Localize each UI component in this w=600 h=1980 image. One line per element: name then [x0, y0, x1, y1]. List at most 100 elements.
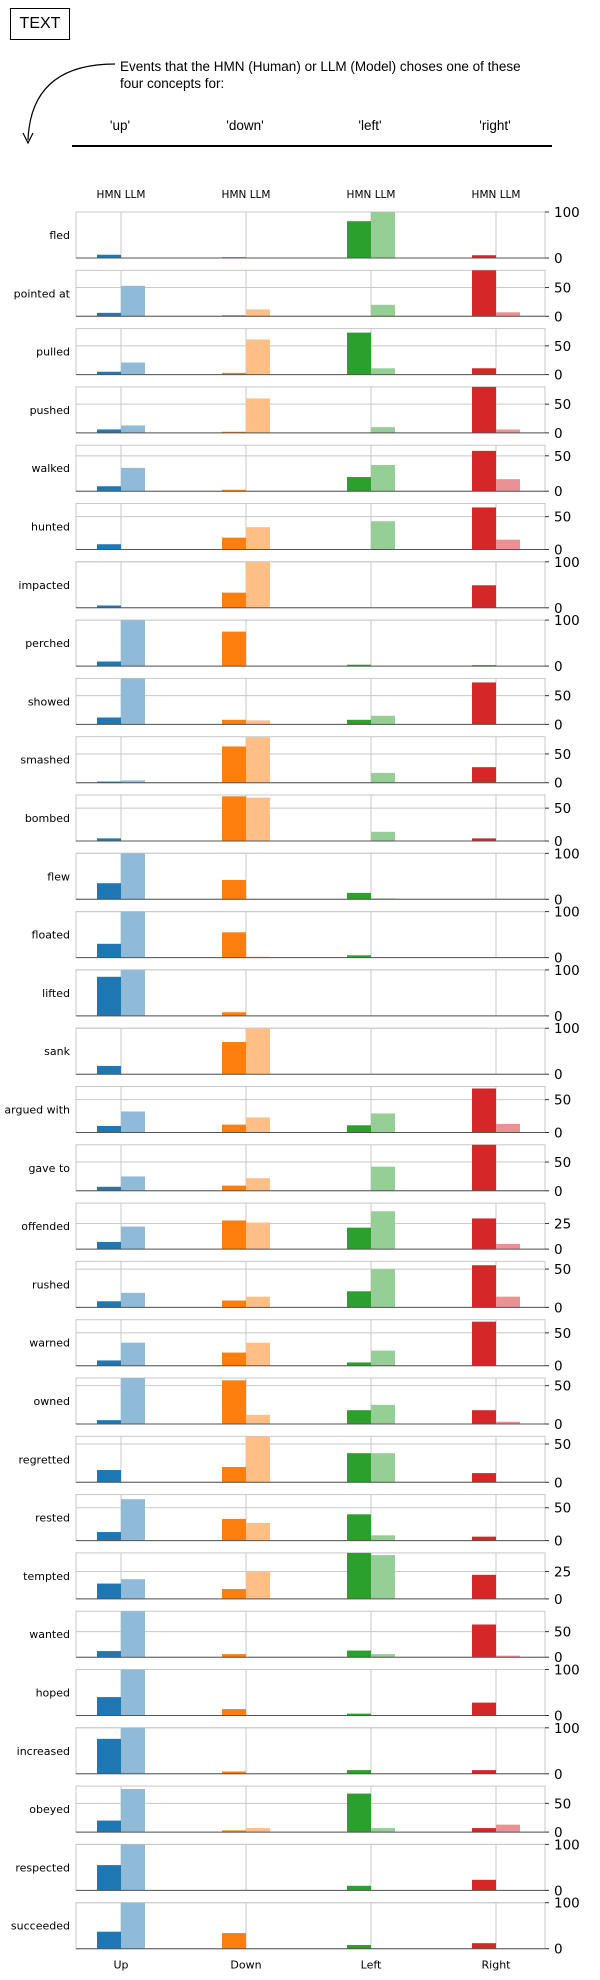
y-tick-label: 100	[554, 1721, 580, 1737]
y-tick-label: 50	[554, 1379, 571, 1395]
group-label-left: Left	[361, 1959, 382, 1972]
bar-offended-down-llm	[246, 1222, 270, 1250]
panel-frame	[75, 211, 546, 259]
bar-pointed-at-down-llm	[246, 309, 270, 317]
bar-pulled-up-hmn	[97, 371, 121, 375]
y-tick-label: 50	[554, 747, 571, 763]
bar-succeeded-down-hmn	[222, 1933, 246, 1949]
bar-pointed-at-right-llm	[496, 312, 520, 317]
bar-pulled-left-hmn	[347, 332, 371, 375]
panel-frame	[75, 969, 546, 1017]
bar-hoped-right-hmn	[472, 1702, 496, 1716]
bar-tempted-right-hmn	[472, 1574, 496, 1599]
bar-argued-with-right-hmn	[472, 1088, 496, 1133]
bar-warned-up-hmn	[97, 1360, 121, 1366]
bar-pushed-left-llm	[371, 427, 395, 433]
bar-impacted-right-hmn	[472, 585, 496, 608]
y-tick-label: 25	[554, 1217, 571, 1233]
bar-walked-right-llm	[496, 479, 520, 492]
row-label-bombed: bombed	[25, 812, 70, 825]
y-tick-label: 0	[554, 1009, 563, 1025]
panel-frame	[75, 1727, 546, 1775]
bar-sank-up-hmn	[97, 1065, 121, 1075]
y-tick-label: 50	[554, 281, 571, 297]
bar-tempted-up-llm	[121, 1579, 145, 1599]
y-tick-label: 100	[554, 905, 580, 921]
panel-frame	[75, 852, 546, 900]
bar-pushed-right-hmn	[472, 386, 496, 433]
y-tick-label: 0	[554, 368, 563, 384]
bar-argued-with-right-llm	[496, 1123, 520, 1133]
bar-tempted-up-hmn	[97, 1583, 121, 1599]
bar-offended-left-llm	[371, 1211, 395, 1250]
concept-left: 'left'	[358, 118, 382, 133]
y-tick-label: 0	[554, 717, 563, 733]
bar-increased-left-hmn	[347, 1770, 371, 1774]
bar-walked-left-hmn	[347, 477, 371, 492]
y-tick-label: 100	[554, 1021, 580, 1037]
bar-sank-down-llm	[246, 1028, 270, 1075]
bar-warned-left-llm	[371, 1350, 395, 1366]
row-label-showed: showed	[28, 695, 70, 708]
group-label-down: Down	[230, 1959, 261, 1972]
bar-rushed-down-hmn	[222, 1300, 246, 1308]
bar-floated-left-hmn	[347, 955, 371, 958]
panel-frame	[75, 1902, 546, 1950]
bar-gave-to-up-hmn	[97, 1186, 121, 1191]
bar-regretted-left-hmn	[347, 1453, 371, 1483]
bar-tempted-left-llm	[371, 1555, 395, 1599]
bar-pushed-up-hmn	[97, 429, 121, 433]
bar-rested-up-hmn	[97, 1532, 121, 1541]
y-tick-label: 0	[554, 601, 563, 617]
row-label-smashed: smashed	[20, 754, 70, 767]
y-tick-label: 0	[554, 892, 563, 908]
y-tick-label: 0	[554, 1825, 563, 1841]
y-tick-label: 0	[554, 1709, 563, 1725]
bar-hoped-down-hmn	[222, 1709, 246, 1716]
text-label-box: TEXT	[10, 8, 70, 40]
bar-obeyed-down-hmn	[222, 1830, 246, 1833]
bar-succeeded-up-llm	[121, 1902, 145, 1949]
row-label-walked: walked	[31, 462, 70, 475]
bar-regretted-right-hmn	[472, 1473, 496, 1483]
y-tick-label: 100	[554, 613, 580, 629]
bar-showed-down-hmn	[222, 719, 246, 725]
group-header-down: HMN LLM	[222, 189, 271, 201]
bar-rested-up-llm	[121, 1499, 145, 1541]
group-label-up: Up	[113, 1959, 128, 1972]
y-tick-label: 100	[554, 846, 580, 862]
y-tick-label: 0	[554, 1883, 563, 1899]
row-label-pushed: pushed	[30, 404, 70, 417]
bar-showed-left-hmn	[347, 719, 371, 725]
panel-frame	[75, 328, 546, 376]
bar-bombed-down-llm	[246, 797, 270, 841]
bar-lifted-up-hmn	[97, 976, 121, 1016]
bar-gave-to-down-hmn	[222, 1185, 246, 1191]
bar-showed-right-hmn	[472, 682, 496, 725]
bar-wanted-right-hmn	[472, 1624, 496, 1658]
bar-flew-up-hmn	[97, 883, 121, 900]
bar-pointed-at-right-hmn	[472, 270, 496, 317]
bar-smashed-down-hmn	[222, 746, 246, 783]
bar-smashed-down-llm	[246, 737, 270, 783]
bar-owned-up-llm	[121, 1378, 145, 1424]
bar-rested-right-hmn	[472, 1536, 496, 1541]
y-tick-label: 50	[554, 1093, 571, 1109]
bar-obeyed-left-hmn	[347, 1793, 371, 1833]
bar-impacted-down-llm	[246, 561, 270, 608]
bar-fled-left-hmn	[347, 221, 371, 258]
y-tick-label: 0	[554, 426, 563, 442]
y-tick-label: 50	[554, 689, 571, 705]
bar-impacted-down-hmn	[222, 592, 246, 608]
panel-frame	[75, 1494, 546, 1542]
bar-rested-down-hmn	[222, 1518, 246, 1541]
bar-lifted-down-hmn	[222, 1012, 246, 1016]
y-tick-label: 100	[554, 555, 580, 571]
concept-up: 'up'	[109, 118, 131, 133]
bar-offended-up-hmn	[97, 1241, 121, 1250]
y-tick-label: 50	[554, 397, 571, 413]
panel-frame	[75, 794, 546, 842]
row-label-owned: owned	[34, 1395, 70, 1408]
bar-offended-right-hmn	[472, 1218, 496, 1250]
bar-owned-right-hmn	[472, 1410, 496, 1424]
